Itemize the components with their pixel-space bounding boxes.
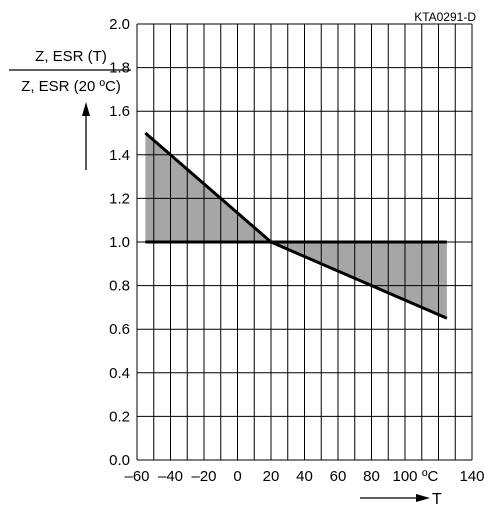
y-tick-labels: 0.0 0.2 0.4 0.6 0.8 1.0 1.2 1.4 1.6 1.8 2.0 [109, 16, 130, 469]
series-line-lower-bound [145, 240, 448, 320]
figure-id: KTA0291-D [414, 10, 476, 24]
y-tick-label: 1.0 [109, 234, 130, 251]
x-tick-label: –60 [124, 468, 149, 485]
y-axis-label-numerator: Z, ESR (T) [35, 48, 107, 65]
x-tick-label: 60 [330, 468, 347, 485]
x-tick-label: 20 [263, 468, 280, 485]
y-tick-label: 2.0 [109, 16, 130, 33]
x-tick-label: 100 [392, 468, 417, 485]
y-axis-arrow [82, 102, 90, 170]
y-tick-label: 1.6 [109, 103, 130, 120]
x-unit-label: ºC [422, 468, 438, 485]
y-tick-label: 1.4 [109, 147, 130, 164]
x-tick-label: –20 [191, 468, 216, 485]
tolerance-band [145, 133, 447, 319]
tolerance-bands [145, 133, 447, 319]
x-tick-label: 140 [459, 468, 484, 485]
y-tick-label: 1.2 [109, 190, 130, 207]
series-lines [144, 131, 448, 320]
y-axis-label-denominator: Z, ESR (20 ºC) [21, 78, 121, 95]
x-axis-arrow [360, 494, 430, 502]
y-tick-label: 0.4 [109, 365, 130, 382]
y-tick-label: 0.2 [109, 408, 130, 425]
x-tick-label: 80 [363, 468, 380, 485]
x-tick-label: 0 [233, 468, 241, 485]
y-tick-label: 0.8 [109, 278, 130, 295]
y-tick-label: 1.8 [109, 60, 130, 77]
x-tick-label: –40 [158, 468, 183, 485]
x-tick-labels: –60 –40 –20 0 20 40 60 80 100 140 ºC [124, 468, 484, 485]
y-tick-label: 0.0 [109, 452, 130, 469]
y-tick-label: 0.6 [109, 321, 130, 338]
x-axis-label: T [432, 491, 442, 508]
x-tick-label: 40 [296, 468, 313, 485]
